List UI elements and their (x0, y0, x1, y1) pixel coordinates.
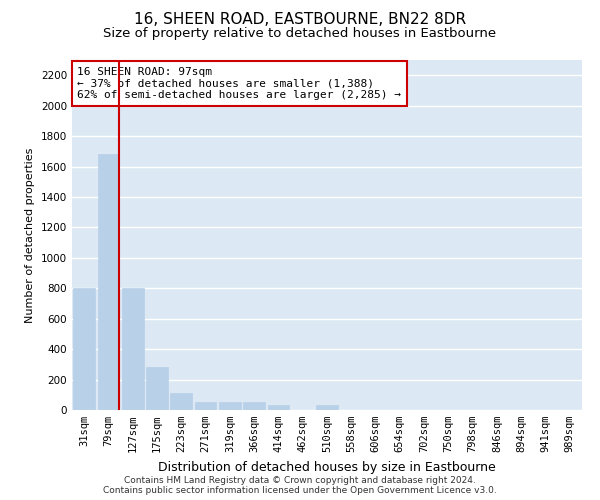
Text: 16 SHEEN ROAD: 97sqm
← 37% of detached houses are smaller (1,388)
62% of semi-de: 16 SHEEN ROAD: 97sqm ← 37% of detached h… (77, 67, 401, 100)
Bar (73, 288, 95, 410)
Text: Contains HM Land Registry data © Crown copyright and database right 2024.
Contai: Contains HM Land Registry data © Crown c… (103, 476, 497, 495)
Text: Size of property relative to detached houses in Eastbourne: Size of property relative to detached ho… (103, 28, 497, 40)
Bar (268, 404, 289, 410)
Bar (219, 402, 241, 410)
Bar (146, 368, 168, 410)
Bar (194, 402, 217, 410)
Bar (316, 404, 338, 410)
Bar (243, 402, 265, 410)
Bar (170, 392, 192, 410)
Text: 16, SHEEN ROAD, EASTBOURNE, BN22 8DR: 16, SHEEN ROAD, EASTBOURNE, BN22 8DR (134, 12, 466, 28)
Y-axis label: Number of detached properties: Number of detached properties (25, 148, 35, 322)
Bar (122, 288, 143, 410)
Bar (97, 154, 119, 410)
X-axis label: Distribution of detached houses by size in Eastbourne: Distribution of detached houses by size … (158, 460, 496, 473)
